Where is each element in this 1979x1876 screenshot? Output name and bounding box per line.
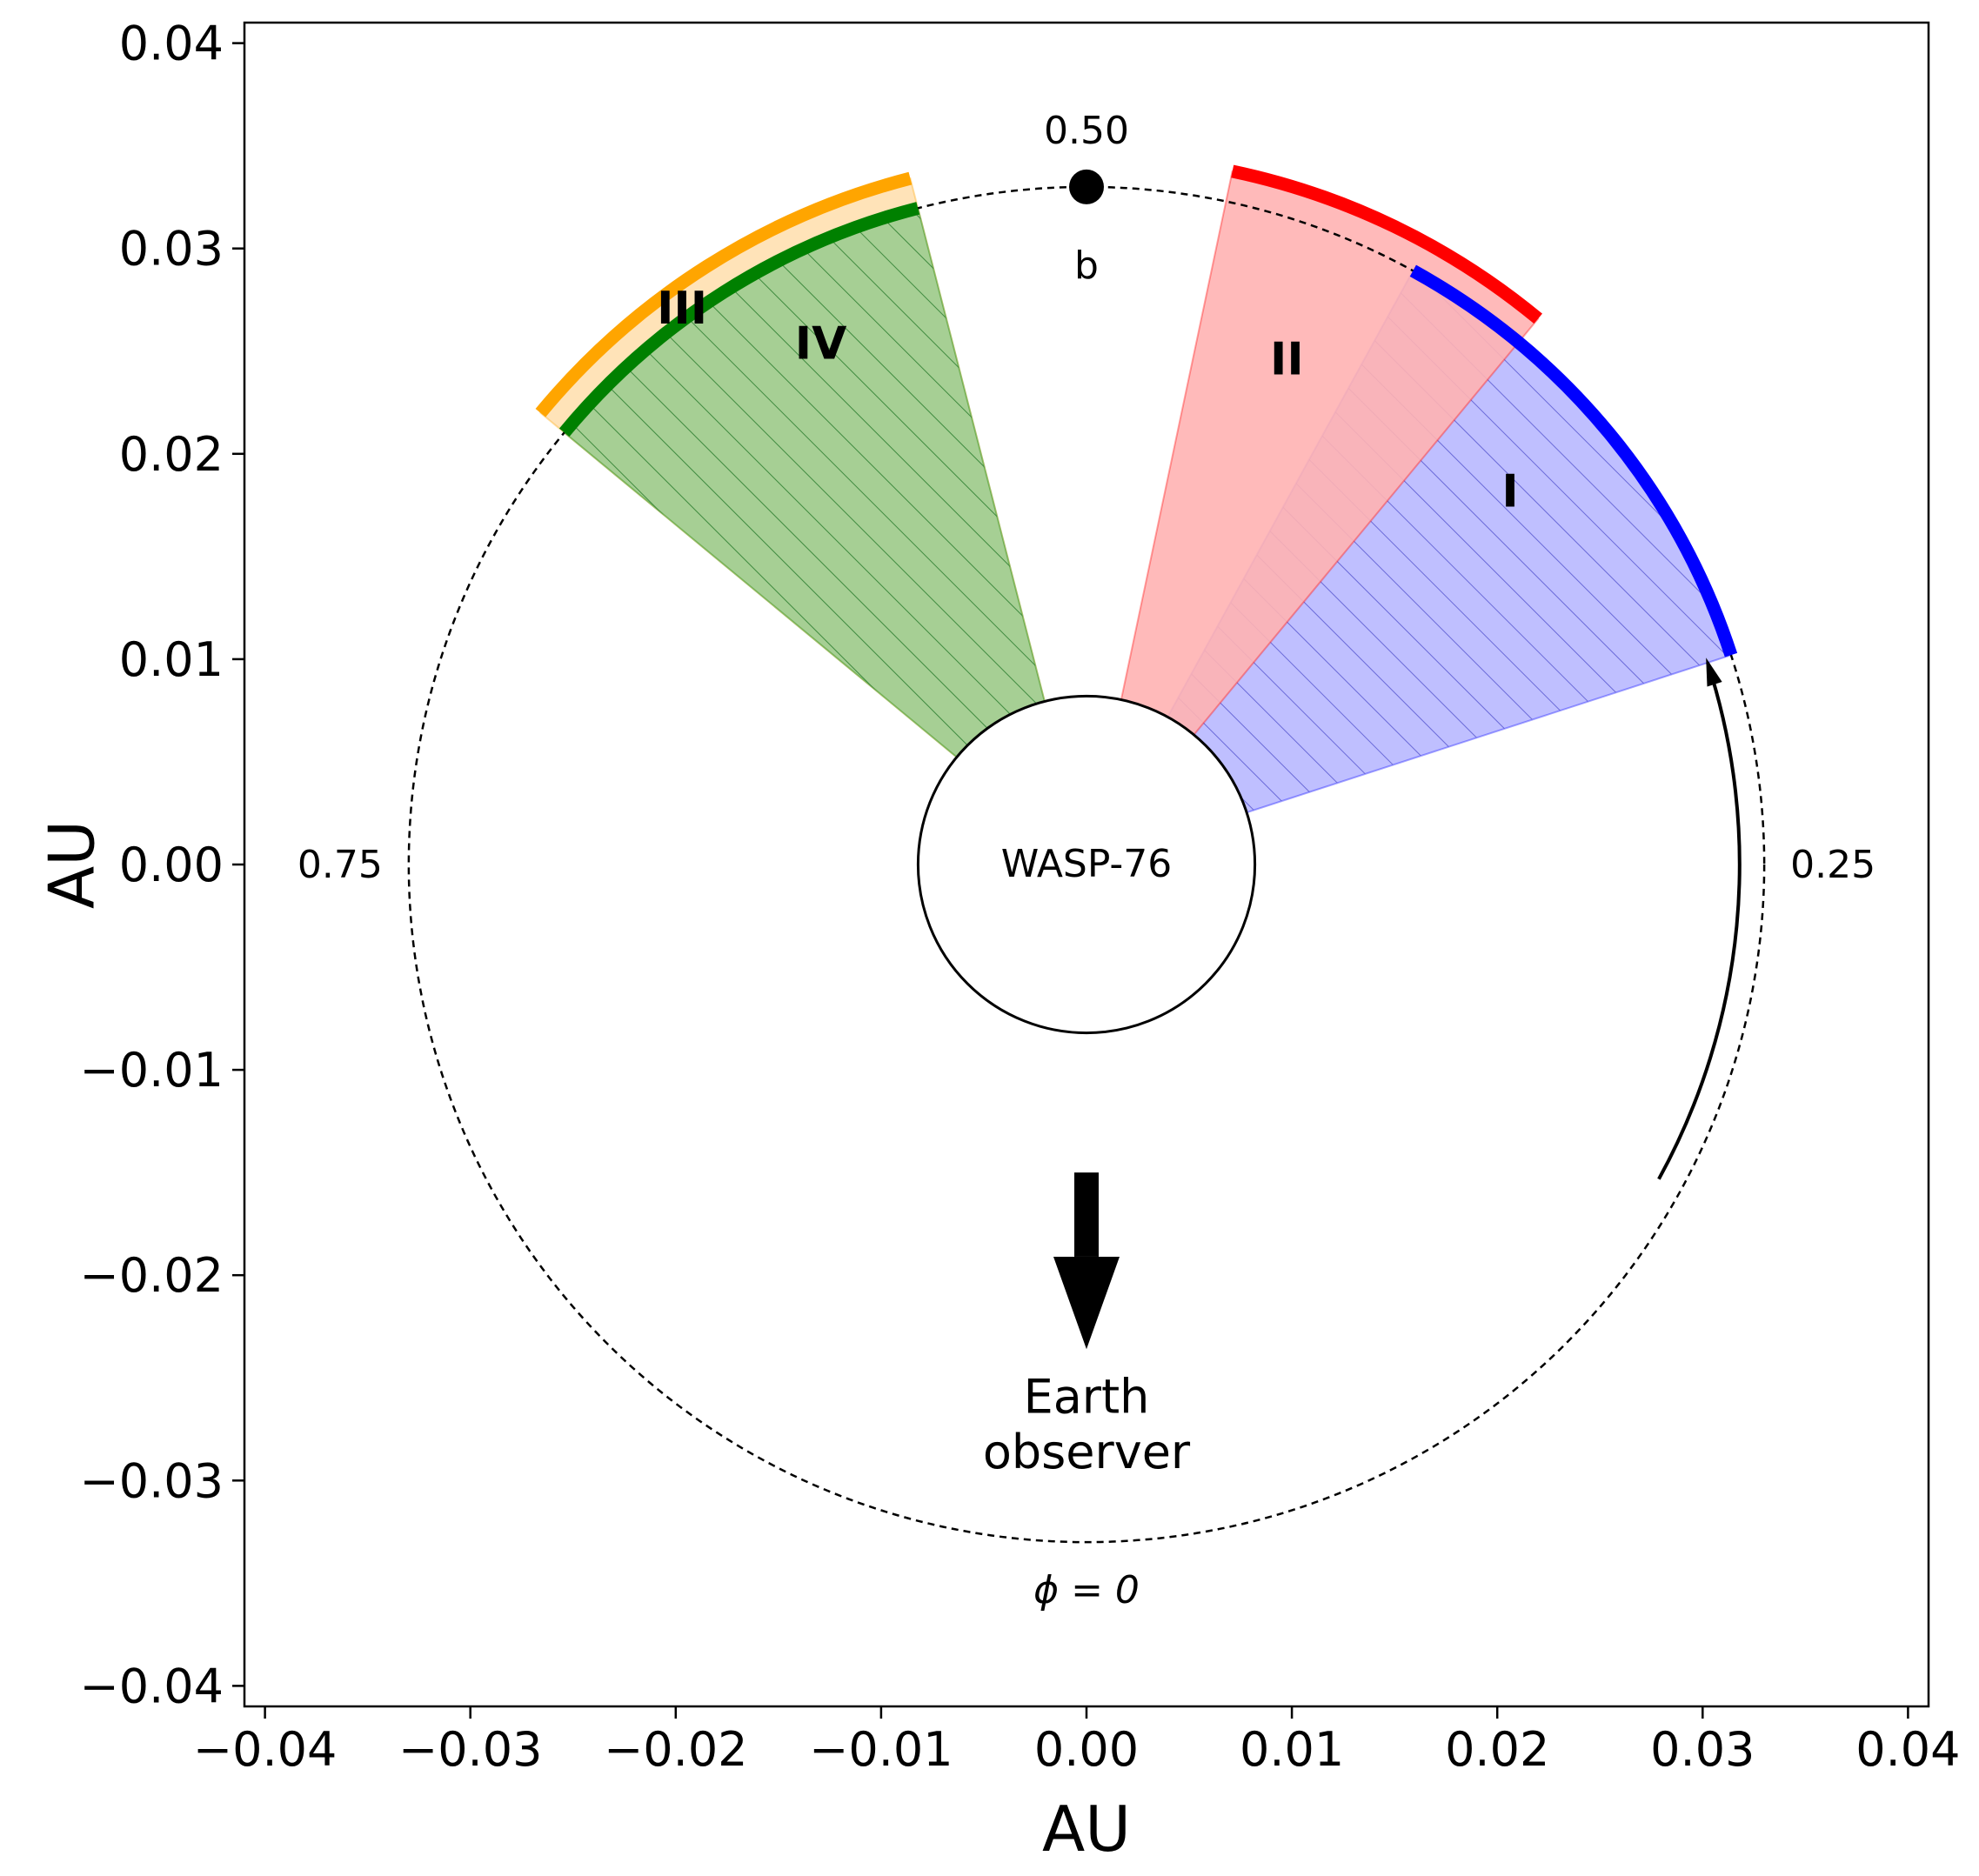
phase-arc-ii: [1231, 164, 1542, 324]
phase-label: 0.25: [1790, 843, 1875, 887]
phase-sectors: [538, 170, 1733, 867]
phase-label: ϕ = 0: [1033, 1568, 1140, 1612]
observer-arrow-head: [1053, 1256, 1120, 1350]
phase-arc-iii: [535, 171, 913, 417]
star-label: WASP-76: [1001, 842, 1173, 886]
x-tick-label: −0.04: [193, 1722, 337, 1777]
y-tick-label: 0.02: [119, 427, 224, 482]
y-tick-label: 0.03: [119, 222, 224, 277]
x-tick-label: 0.02: [1445, 1722, 1549, 1777]
region-label-i: I: [1501, 466, 1518, 518]
y-tick-label: −0.04: [80, 1659, 224, 1713]
planet-marker: [1069, 169, 1104, 204]
phase-arcs: [535, 164, 1738, 658]
observer-label-line1: Earth: [1024, 1369, 1150, 1424]
x-tick-label: 0.03: [1650, 1722, 1755, 1777]
star-layer: [916, 169, 1257, 1035]
observer-arrow-shaft: [1074, 1172, 1099, 1257]
y-tick-label: 0.04: [119, 17, 224, 71]
y-tick-label: −0.03: [80, 1453, 224, 1508]
phase-label: 0.50: [1044, 109, 1129, 153]
phase-arc-i: [1409, 264, 1738, 658]
region-label-iii: III: [657, 283, 707, 335]
direction-arrow-shaft: [1657, 662, 1742, 1180]
region-label-iv: IV: [795, 317, 847, 370]
x-axis-ticks: −0.04 −0.03 −0.02 −0.01 0.00 0.01 0.02 0.03 0.04: [193, 1706, 1961, 1777]
x-tick-label: −0.01: [809, 1722, 953, 1777]
y-tick-label: −0.01: [80, 1043, 224, 1098]
region-label-ii: II: [1270, 333, 1304, 385]
star-disk: [916, 694, 1257, 1035]
observer-label-line2: observer: [983, 1425, 1191, 1479]
sector-hatch-iv: [564, 208, 1086, 865]
y-axis-label: AU: [36, 820, 109, 909]
phase-label: 0.75: [298, 843, 383, 887]
y-axis-ticks: −0.04 −0.03 −0.02 −0.01 0.00 0.01 0.02 0.03 0.04: [80, 17, 244, 1713]
y-tick-label: 0.01: [119, 632, 224, 687]
x-tick-label: 0.00: [1034, 1722, 1139, 1777]
phase-arc-iv: [558, 202, 920, 437]
plot-area: [407, 164, 1766, 1544]
x-tick-label: −0.02: [604, 1722, 747, 1777]
x-tick-label: 0.01: [1240, 1722, 1344, 1777]
planet-label: b: [1074, 244, 1099, 288]
y-tick-label: −0.02: [80, 1248, 224, 1303]
x-axis-label: AU: [1042, 1793, 1131, 1866]
x-tick-label: 0.04: [1855, 1722, 1960, 1777]
direction-arrow-head: [1706, 658, 1722, 687]
sector-hatch-i: [1086, 270, 1731, 865]
y-tick-label: 0.00: [119, 838, 224, 892]
x-tick-label: −0.03: [398, 1722, 542, 1777]
